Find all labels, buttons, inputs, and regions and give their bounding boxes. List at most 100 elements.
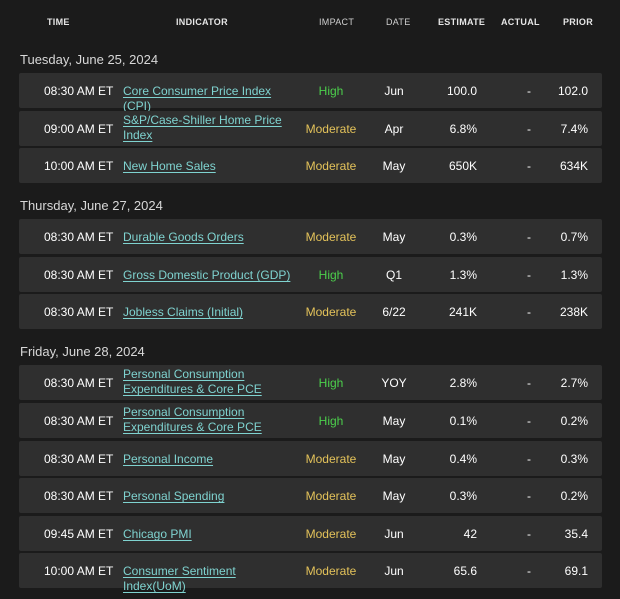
indicator-link[interactable]: New Home Sales (123, 159, 216, 173)
estimate-value: 2.8% (449, 376, 477, 390)
prior-value: 1.3% (560, 268, 588, 282)
table-row: 09:00 AM ET S&P/Case-Shiller Home Price I… (19, 111, 602, 146)
impact-label: Moderate (305, 305, 357, 319)
impact-label: High (318, 84, 344, 98)
actual-value: - (527, 230, 531, 244)
impact-label: Moderate (305, 527, 357, 541)
actual-value: - (527, 268, 531, 282)
period-label: Jun (384, 527, 404, 541)
column-header-actual: ACTUAL (501, 17, 540, 27)
row-time: 09:00 AM ET (44, 122, 114, 136)
actual-value: - (527, 376, 531, 390)
impact-label: Moderate (305, 122, 357, 136)
indicator-link[interactable]: Personal Spending (123, 489, 225, 503)
row-time: 08:30 AM ET (44, 305, 114, 319)
estimate-value: 100.0 (446, 84, 477, 98)
impact-label: High (318, 376, 344, 390)
column-header-time: TIME (47, 17, 70, 27)
prior-value: 0.2% (560, 414, 588, 428)
actual-value: - (527, 452, 531, 466)
indicator-link[interactable]: Durable Goods Orders (123, 230, 244, 244)
estimate-value: 1.3% (449, 268, 477, 282)
impact-label: High (318, 268, 344, 282)
actual-value: - (527, 122, 531, 136)
section-date-heading: Tuesday, June 25, 2024 (20, 52, 159, 67)
impact-label: Moderate (305, 159, 357, 173)
period-label: May (382, 414, 406, 428)
period-label: May (382, 452, 406, 466)
period-label: Q1 (385, 268, 402, 282)
estimate-value: 650K (448, 159, 477, 173)
period-label: May (382, 489, 406, 503)
prior-value: 0.3% (560, 452, 588, 466)
table-row: 09:45 AM ET Chicago PMI Moderate Jun 42 - 35.4 (19, 516, 602, 551)
estimate-value: 42 (463, 527, 477, 541)
prior-value: 0.2% (560, 489, 588, 503)
prior-value: 69.1 (564, 564, 588, 578)
estimate-value: 0.3% (449, 230, 477, 244)
prior-value: 35.4 (564, 527, 588, 541)
prior-value: 7.4% (560, 122, 588, 136)
row-time: 10:00 AM ET (44, 159, 114, 173)
column-header-impact: IMPACT (319, 17, 355, 27)
prior-value: 0.7% (560, 230, 588, 244)
row-time: 08:30 AM ET (44, 414, 114, 428)
indicator-link[interactable]: Gross Domestic Product (GDP) (123, 268, 291, 282)
indicator-link[interactable]: Consumer Sentiment Index(UoM) (123, 564, 236, 593)
indicator-link[interactable]: Chicago PMI (123, 527, 192, 541)
row-time: 08:30 AM ET (44, 489, 114, 503)
table-row: 08:30 AM ET Gross Domestic Product (GDP) H… (19, 257, 602, 292)
row-time: 08:30 AM ET (44, 84, 114, 98)
estimate-value: 65.6 (453, 564, 477, 578)
indicator-link[interactable]: Personal Consumption Expenditures & Core… (123, 367, 262, 396)
period-label: Jun (384, 84, 404, 98)
column-header-estimate: ESTIMATE (438, 17, 486, 27)
table-row: 08:30 AM ET Personal Consumption Expendit… (19, 365, 602, 400)
table-row: 08:30 AM ET Personal Spending Moderate May 0… (19, 478, 602, 513)
actual-value: - (527, 564, 531, 578)
column-header-indicator: INDICATOR (176, 17, 228, 27)
table-header: TIME INDICATOR IMPACT DATE ESTIMATE ACTU… (0, 0, 620, 44)
table-row: 08:30 AM ET Durable Goods Orders Moderate M… (19, 219, 602, 254)
column-header-prior: PRIOR (563, 17, 594, 27)
estimate-value: 0.3% (449, 489, 477, 503)
section-date-heading: Thursday, June 27, 2024 (20, 198, 163, 213)
prior-value: 238K (559, 305, 588, 319)
row-time: 08:30 AM ET (44, 230, 114, 244)
row-time: 10:00 AM ET (44, 564, 114, 578)
estimate-value: 241K (448, 305, 477, 319)
prior-value: 102.0 (557, 84, 588, 98)
period-label: May (382, 230, 406, 244)
estimate-value: 6.8% (449, 122, 477, 136)
indicator-link[interactable]: S&P/Case-Shiller Home Price Index (123, 113, 282, 142)
actual-value: - (527, 305, 531, 319)
actual-value: - (527, 489, 531, 503)
indicator-link[interactable]: Personal Consumption Expenditures & Core… (123, 405, 262, 434)
table-row: 08:30 AM ET Jobless Claims (Initial) Moder… (19, 294, 602, 329)
period-label: May (382, 159, 406, 173)
row-time: 09:45 AM ET (44, 527, 114, 541)
table-row: 10:00 AM ET Consumer Sentiment Index(UoM)… (19, 553, 602, 593)
period-label: 6/22 (382, 305, 406, 319)
impact-label: High (318, 414, 344, 428)
impact-label: Moderate (305, 564, 357, 578)
estimate-value: 0.1% (449, 414, 477, 428)
indicator-link[interactable]: Core Consumer Price Index (CPI) (123, 84, 272, 113)
impact-label: Moderate (305, 452, 357, 466)
table-row: 08:30 AM ET Personal Consumption Expendit… (19, 403, 602, 438)
prior-value: 2.7% (560, 376, 588, 390)
impact-label: Moderate (305, 489, 357, 503)
indicator-link[interactable]: Personal Income (123, 452, 214, 466)
table-row: 08:30 AM ET Personal Income Moderate May 0.4… (19, 441, 602, 476)
row-time: 08:30 AM ET (44, 268, 114, 282)
table-row: 08:30 AM ET Core Consumer Price Index (CP… (19, 73, 602, 113)
section-date-heading: Friday, June 28, 2024 (20, 344, 145, 359)
period-label: Apr (384, 122, 404, 136)
row-time: 08:30 AM ET (44, 376, 114, 390)
row-time: 08:30 AM ET (44, 452, 114, 466)
table-row: 10:00 AM ET New Home Sales Moderate May 650K… (19, 148, 602, 183)
impact-label: Moderate (305, 230, 357, 244)
actual-value: - (527, 527, 531, 541)
estimate-value: 0.4% (449, 452, 477, 466)
indicator-link[interactable]: Jobless Claims (Initial) (123, 305, 244, 319)
